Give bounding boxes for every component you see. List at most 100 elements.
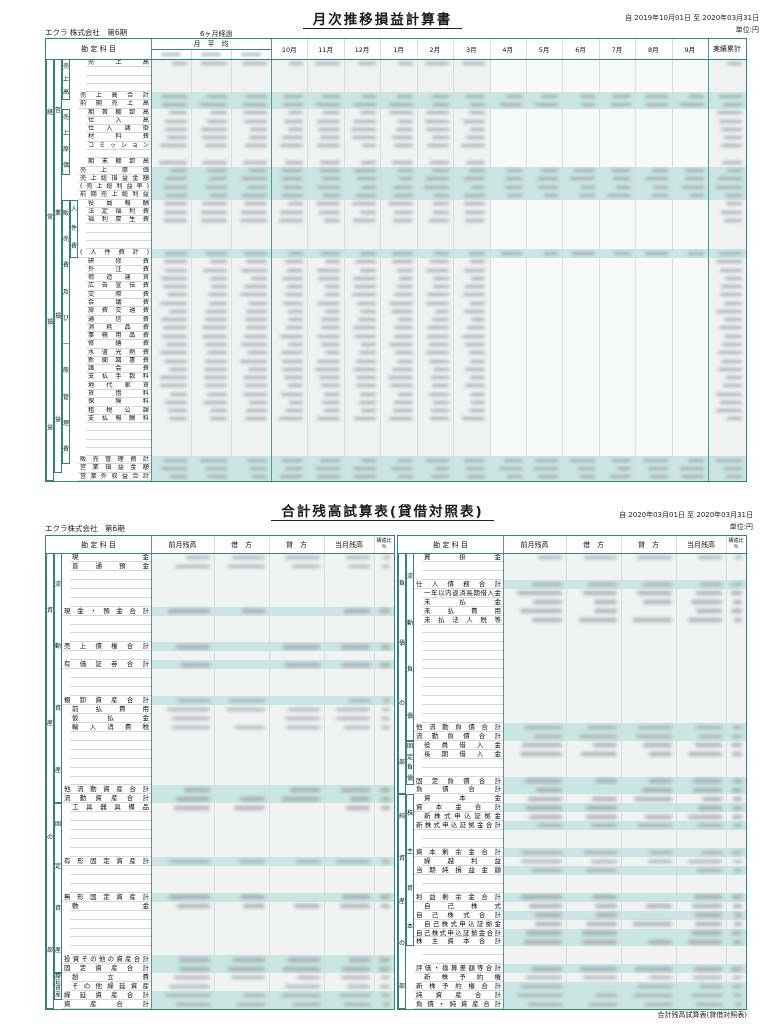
blurred-value (698, 555, 722, 560)
blurred-value (425, 119, 450, 123)
blurred-value (288, 309, 304, 313)
blurred-value (359, 111, 377, 115)
blurred-value (315, 61, 340, 65)
bs-title-text: 合計残高試算表(貸借対照表) (271, 504, 494, 521)
account-label: 流動資産合計 (62, 794, 151, 804)
blurred-value (732, 600, 742, 604)
grid-line (151, 536, 152, 1009)
blurred-value (381, 797, 390, 801)
blurred-value (463, 119, 486, 123)
empty-account-row (86, 431, 151, 440)
blurred-value (321, 251, 340, 255)
month-header-10月: 10月 (281, 46, 297, 54)
blurred-value (246, 409, 267, 413)
grid-line (324, 536, 325, 1009)
blurred-value (159, 301, 187, 305)
empty-account-row (422, 562, 503, 571)
blurred-value (392, 409, 413, 413)
blurred-value (732, 931, 742, 935)
blurred-value (685, 177, 704, 181)
total-row-stripe (151, 964, 394, 974)
blurred-value (343, 1002, 370, 1007)
total-row-stripe (151, 857, 394, 866)
account-label: 敷金 (70, 901, 151, 911)
blurred-value (390, 309, 413, 313)
blurred-value (723, 218, 742, 222)
empty-account-row (422, 678, 503, 688)
blurred-value (359, 400, 377, 404)
blurred-value (719, 119, 742, 123)
empty-account-row (70, 580, 151, 589)
blurred-value (278, 218, 304, 222)
blurred-value (288, 384, 304, 388)
blurred-value (716, 185, 742, 189)
empty-account-row (86, 233, 151, 242)
account-label: 旅費交通費 (86, 307, 151, 316)
account-label: 修繕費 (86, 340, 151, 349)
account-label: 保険料 (86, 398, 151, 407)
account-label: 輸入消費税 (70, 722, 151, 732)
blurred-value (287, 958, 320, 962)
blurred-value (651, 169, 668, 173)
account-label: その他繰延資産 (70, 982, 151, 992)
blurred-value (697, 823, 722, 828)
empty-account-row (70, 741, 151, 750)
blurred-value (246, 94, 267, 98)
blurred-value (239, 859, 265, 864)
group-band-資産の部: 資産の部 (46, 553, 54, 1009)
account-label: 当期純損益金額 (414, 865, 503, 875)
blurred-value (424, 185, 450, 189)
blurred-value (209, 276, 227, 280)
blurred-value (335, 707, 370, 712)
account-label: 繰延資産合計 (62, 991, 151, 1001)
blurred-value (464, 367, 486, 371)
empty-account-row (86, 67, 151, 76)
blurred-value (167, 293, 187, 297)
blurred-value (693, 779, 722, 783)
blurred-value (160, 376, 187, 380)
blurred-value (393, 326, 413, 330)
blurred-value (248, 169, 267, 173)
blurred-value (610, 103, 632, 106)
blurred-value (282, 645, 320, 649)
blurred-value (634, 967, 672, 971)
blurred-value (284, 984, 320, 989)
blurred-value (717, 367, 742, 371)
bs-footer: 合計残高試算表(貸借対照表) (657, 1011, 747, 1019)
blurred-value (230, 975, 265, 980)
blurred-value (200, 127, 227, 131)
blurred-value (426, 268, 450, 272)
account-label: 租税公課 (86, 406, 151, 415)
blurred-value (317, 185, 340, 189)
blurred-value (283, 103, 304, 106)
blurred-value (471, 318, 486, 322)
blurred-value (720, 268, 742, 272)
blurred-value (281, 276, 304, 280)
blurred-value (199, 103, 227, 106)
blurred-value (163, 458, 187, 462)
blurred-value (283, 119, 304, 123)
blurred-value (357, 61, 377, 65)
blurred-value (641, 788, 672, 792)
blurred-value (397, 119, 413, 123)
account-label: 未払金 (422, 597, 503, 607)
blurred-value (243, 251, 267, 255)
blurred-value (169, 895, 210, 899)
blurred-value (645, 815, 672, 819)
blurred-value (388, 417, 413, 421)
blurred-value (321, 342, 340, 346)
blurred-value (580, 103, 595, 106)
group-band-固定負債: 固定負債 (406, 740, 414, 786)
blurred-value (391, 160, 413, 164)
account-label: 仕入諸掛 (86, 125, 151, 134)
blurred-value (536, 177, 559, 181)
empty-account-row (70, 589, 151, 598)
blurred-value (207, 119, 227, 123)
blurred-value (288, 111, 304, 115)
grid-line (374, 536, 375, 1009)
blurred-value (162, 326, 187, 330)
blurred-value (398, 177, 413, 181)
total-row-stripe (503, 982, 746, 992)
blurred-value (680, 475, 704, 479)
blurred-value (176, 904, 210, 908)
